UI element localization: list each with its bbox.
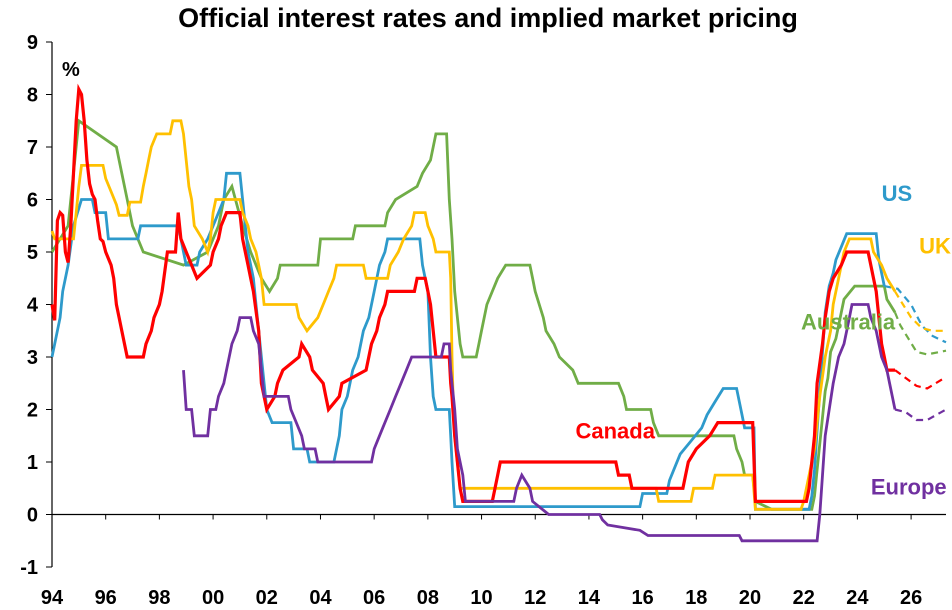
series-forecast-us xyxy=(884,285,947,344)
y-tick-label: 0 xyxy=(27,505,38,527)
x-tick-label: 10 xyxy=(470,587,492,609)
series-line-canada xyxy=(50,83,895,503)
series-layer xyxy=(50,83,947,543)
chart-title: Official interest rates and implied mark… xyxy=(178,3,798,33)
x-tick-label: 08 xyxy=(417,587,439,609)
x-tick-label: 26 xyxy=(900,587,922,609)
unit-label: % xyxy=(62,59,80,81)
x-tick-label: 00 xyxy=(202,587,224,609)
series-label-uk: UK xyxy=(919,234,951,259)
x-tick-label: 04 xyxy=(309,587,332,609)
x-tick-label: 16 xyxy=(632,587,654,609)
x-tick-label: 14 xyxy=(578,587,601,609)
series-labels: US UK Australia Canada Europe xyxy=(576,181,952,499)
series-forecast-europe xyxy=(894,408,947,422)
y-tick-label: 1 xyxy=(27,452,38,474)
x-tick-label: 94 xyxy=(41,587,64,609)
x-tick-label: 24 xyxy=(846,587,869,609)
x-tick-label: 02 xyxy=(256,587,278,609)
y-tick-label: 9 xyxy=(27,32,38,54)
y-tick-label: 8 xyxy=(27,85,38,107)
y-tick-label: 2 xyxy=(27,400,38,422)
y-tick-label: 7 xyxy=(27,137,38,159)
series-forecast-uk xyxy=(894,290,946,332)
series-line-australia xyxy=(50,118,897,511)
series-forecast-canada xyxy=(894,369,947,390)
series-forecast-australia xyxy=(893,311,947,356)
y-tick-label: 5 xyxy=(27,242,38,264)
y-tick-label: 6 xyxy=(27,190,38,212)
series-line-europe xyxy=(182,303,897,543)
series-label-canada: Canada xyxy=(576,418,656,443)
x-tick-label: 18 xyxy=(685,587,707,609)
series-line-uk xyxy=(50,119,897,511)
x-tick-label: 12 xyxy=(524,587,546,609)
y-tick-label: 3 xyxy=(27,347,38,369)
series-label-australia: Australia xyxy=(801,310,896,335)
y-tick-label: 4 xyxy=(27,295,39,317)
x-tick-label: 96 xyxy=(95,587,117,609)
series-label-europe: Europe xyxy=(871,475,947,500)
y-tick-label: -1 xyxy=(20,557,38,579)
x-tick-label: 22 xyxy=(793,587,815,609)
series-label-us: US xyxy=(882,181,913,206)
x-tick-label: 06 xyxy=(363,587,385,609)
x-tick-label: 98 xyxy=(148,587,170,609)
x-tick-label: 20 xyxy=(739,587,761,609)
